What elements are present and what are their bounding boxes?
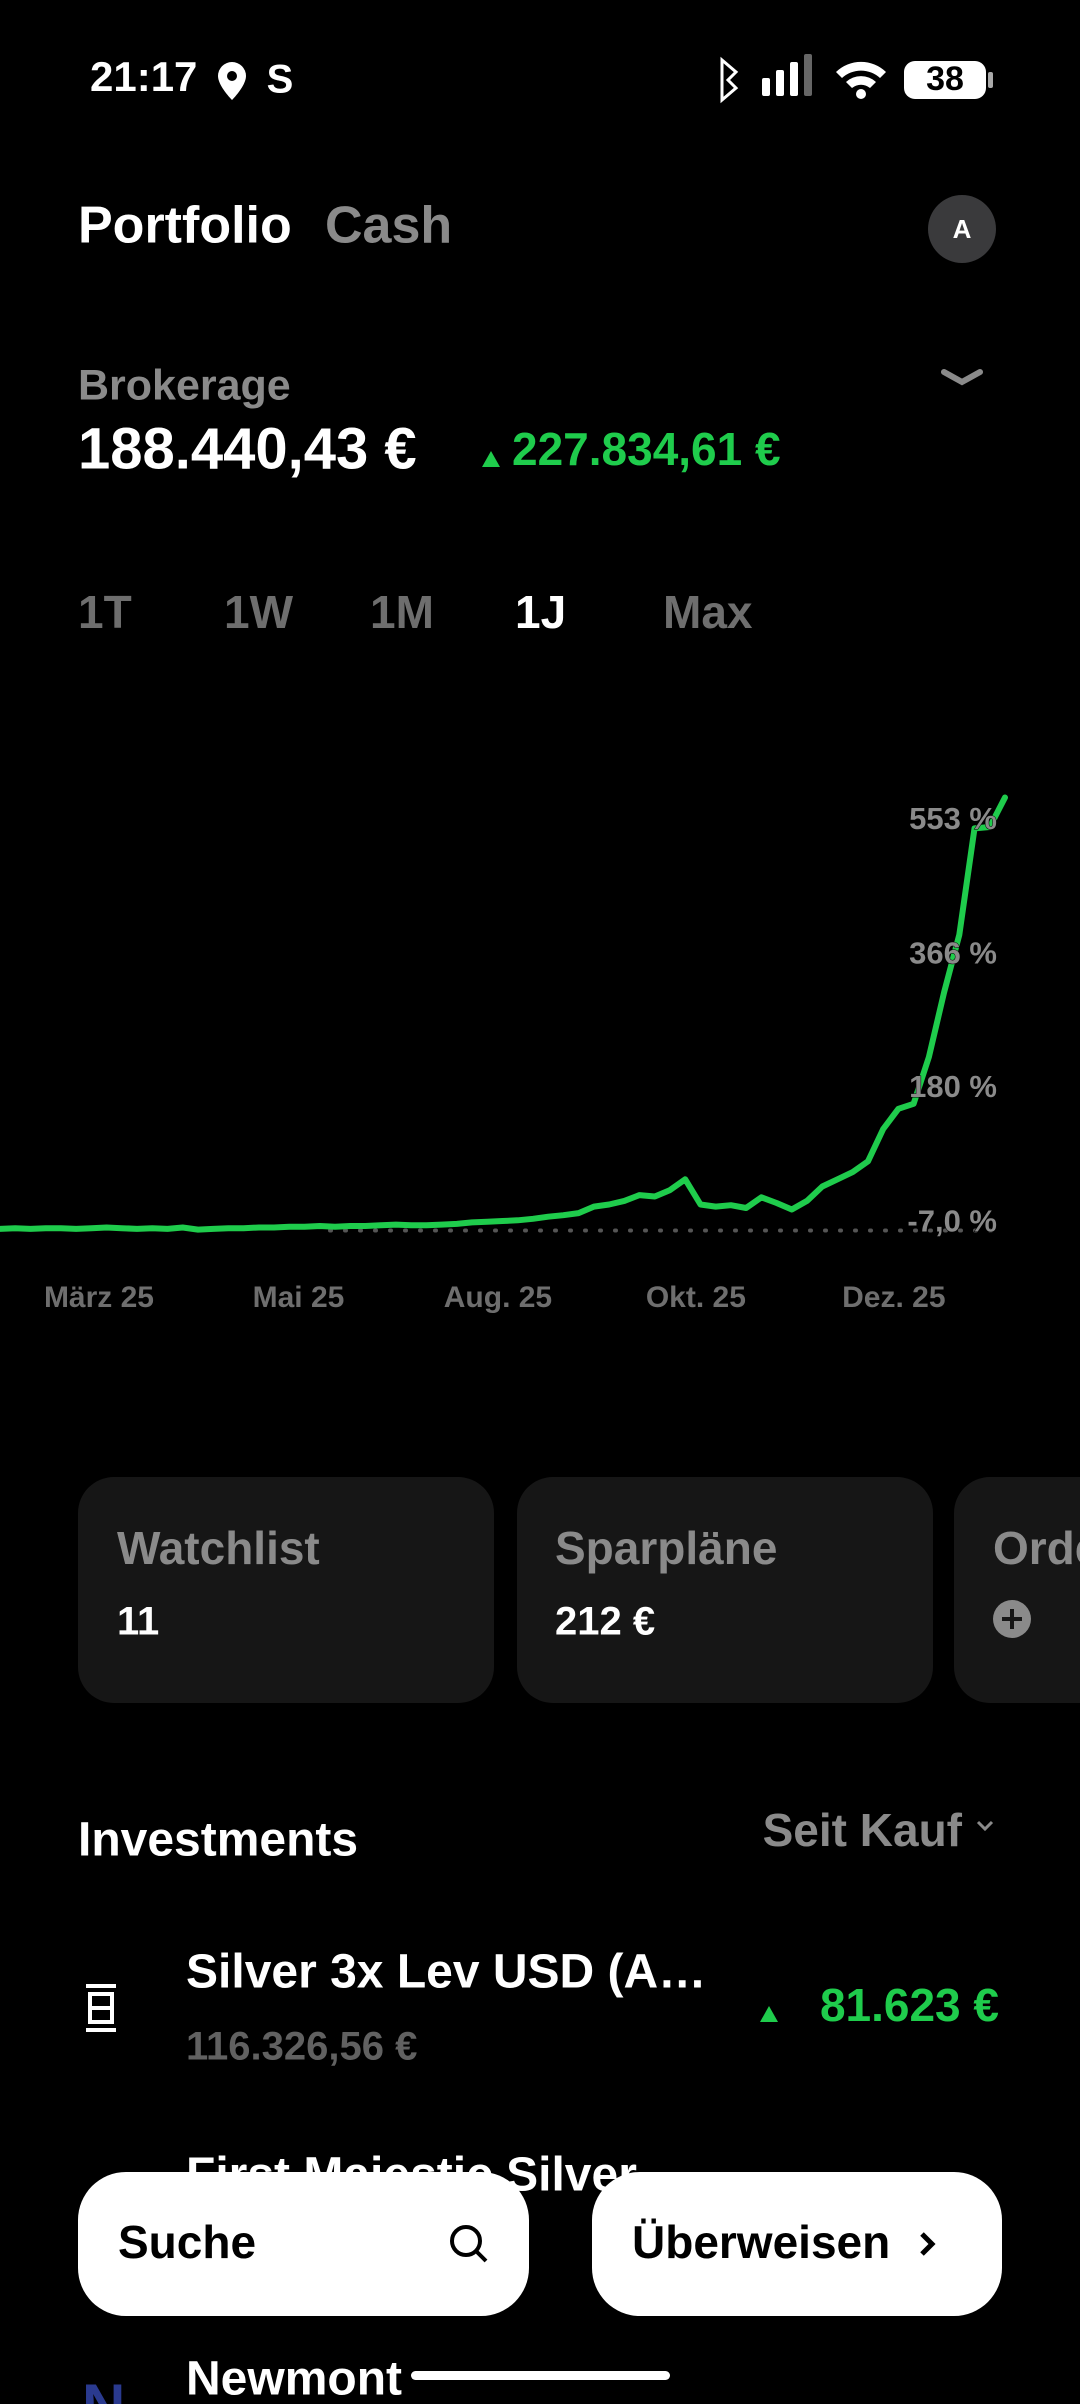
status-icons: S: [218, 54, 993, 104]
card-watchlist[interactable]: [78, 1477, 494, 1703]
range-tab[interactable]: 1W: [224, 586, 294, 638]
transfer-label: Überweisen: [632, 2216, 890, 2268]
card-title: Sparpläne: [555, 1522, 777, 1574]
range-tab[interactable]: 1M: [370, 586, 434, 638]
home-indicator: [411, 2371, 670, 2380]
plus-icon: [993, 1600, 1031, 1638]
investment-name[interactable]: Newmont: [186, 2353, 402, 2404]
range-tab[interactable]: 1T: [78, 586, 132, 638]
card-orders[interactable]: [954, 1477, 1080, 1703]
status-time: 21:17: [90, 53, 197, 100]
range-tabs: 1T 1W 1M 1J Max: [78, 586, 753, 638]
price-line: [0, 794, 1008, 1233]
filter[interactable]: Seit Kauf: [763, 1804, 963, 1856]
account-chevron[interactable]: [941, 369, 983, 386]
card-value: 212 €: [555, 1600, 655, 1644]
account-gain: 227.834,61 €: [512, 423, 781, 475]
gain-arrow: [482, 451, 500, 467]
etf-icon: [86, 1984, 116, 2032]
account-value: 188.440,43 €: [78, 416, 417, 481]
x-tick-label: März 25: [44, 1281, 154, 1314]
y-tick-label: 553 %: [909, 801, 997, 836]
search-button[interactable]: [78, 2172, 529, 2316]
chart: 553 % 366 % 180 % -7,0 % März 25 Mai 25 Aug. 2…: [0, 794, 1008, 1314]
x-tick-label: Dez. 25: [842, 1281, 945, 1314]
investment-gain: 81.623 €: [820, 1979, 999, 2031]
battery-level: 38: [926, 60, 964, 98]
card-title: Orders: [993, 1522, 1080, 1574]
y-tick-label: 366 %: [909, 935, 997, 970]
investment-row[interactable]: Silver 3x Lev USD (A… 116.326,56 € 81.62…: [86, 1946, 999, 2069]
range-tab[interactable]: 1J: [515, 586, 566, 638]
search-label: Suche: [118, 2216, 256, 2268]
x-tick-label: Mai 25: [253, 1281, 345, 1314]
x-tick-label: Okt. 25: [646, 1281, 746, 1314]
company-logo: N: [82, 2372, 125, 2404]
search-icon: [450, 2225, 488, 2263]
avatar-letter: A: [953, 214, 972, 244]
y-tick-label: 180 %: [909, 1069, 997, 1104]
card-value: 11: [117, 1600, 159, 1644]
tab-portfolio[interactable]: Portfolio: [78, 197, 292, 255]
card-savings-plans[interactable]: [517, 1477, 933, 1703]
tab-cash[interactable]: Cash: [325, 197, 452, 255]
card-title: Watchlist: [117, 1522, 320, 1574]
investment-name: Silver 3x Lev USD (A…: [186, 1946, 706, 1999]
transfer-button[interactable]: [592, 2172, 1002, 2316]
transfer-chevron: [920, 2232, 936, 2256]
filter-chevron: [976, 1820, 994, 1832]
section-title: Investments: [78, 1814, 358, 1867]
avatar[interactable]: [928, 195, 996, 263]
x-tick-label: Aug. 25: [444, 1281, 552, 1314]
investment-value: 116.326,56 €: [186, 2025, 417, 2069]
gain-arrow: [760, 2006, 778, 2022]
svg-text:S: S: [267, 58, 294, 102]
y-tick-label: -7,0 %: [907, 1204, 997, 1239]
range-tab[interactable]: Max: [663, 586, 753, 638]
account-name[interactable]: Brokerage: [78, 361, 291, 409]
